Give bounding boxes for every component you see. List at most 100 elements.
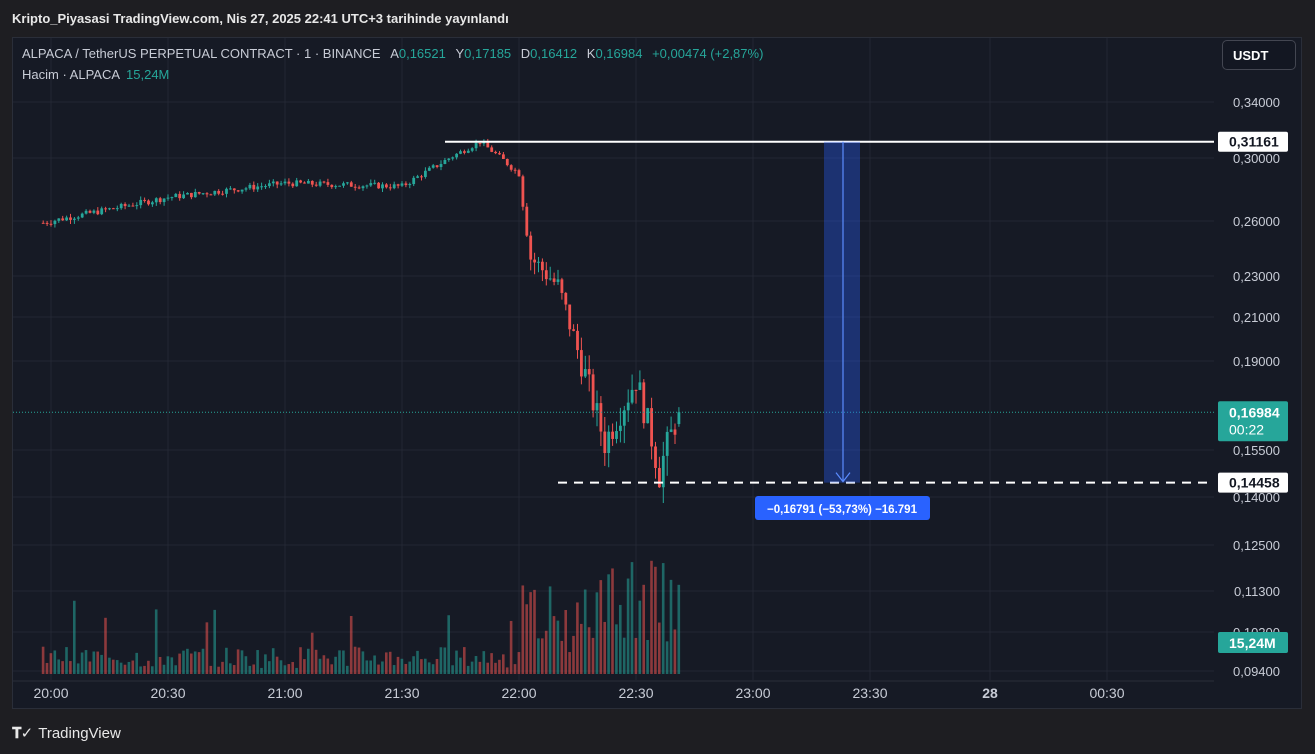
volume-bar	[556, 620, 560, 674]
volume-bar	[622, 637, 626, 674]
candle-body	[73, 218, 76, 220]
measure-label: −0,16791 (−53,73%) −16.791	[767, 504, 918, 516]
x-tick-label: 22:30	[618, 685, 653, 701]
candle-body	[580, 350, 583, 377]
candle-body	[182, 194, 185, 199]
candle-body	[334, 186, 338, 188]
candle-body	[197, 191, 201, 194]
volume-bar	[170, 657, 174, 674]
volume-bar	[291, 662, 294, 674]
candle-body	[49, 223, 53, 225]
volume-bar	[326, 658, 330, 674]
candle-body	[392, 184, 396, 189]
ohlc-legend: ALPACA / TetherUS PERPETUAL CONTRACT · 1…	[22, 46, 763, 61]
candle-body	[260, 186, 263, 188]
volume-bar	[494, 662, 497, 674]
volume-bar	[299, 647, 302, 674]
candle-body	[455, 153, 458, 158]
volume-bar	[162, 664, 166, 674]
volume-bar	[57, 659, 60, 674]
candle-body	[135, 205, 139, 207]
candle-body	[279, 183, 283, 185]
candle-body	[322, 181, 326, 183]
volume-bar	[88, 661, 92, 674]
volume-bar	[591, 637, 595, 674]
candle-body	[147, 200, 150, 205]
volume-label[interactable]: Hacim · ALPACA	[22, 67, 121, 82]
candle-body	[283, 181, 287, 184]
candle-body	[474, 142, 478, 149]
currency-button[interactable]: USDT	[1222, 40, 1296, 70]
candle-body	[330, 184, 334, 188]
candle-body	[396, 184, 400, 186]
candle-body	[459, 151, 462, 154]
x-tick-label: 21:00	[267, 685, 302, 701]
volume-bar	[84, 650, 88, 674]
candle-body	[353, 186, 357, 188]
volume-bar	[275, 656, 279, 674]
volume-bar	[661, 563, 665, 674]
volume-bar	[630, 562, 634, 674]
candle-body	[108, 208, 111, 210]
volume-bar	[396, 656, 400, 674]
volume-price-label: 15,24M	[1229, 635, 1276, 651]
volume-bar	[154, 609, 158, 674]
volume-bar	[151, 666, 154, 674]
candle-body	[92, 210, 96, 213]
x-tick-label: 28	[982, 685, 998, 701]
bottom-line-price-label: 0,14458	[1229, 475, 1280, 491]
candle-body	[521, 176, 525, 207]
volume-bar	[178, 653, 181, 674]
measure-label-box	[755, 496, 930, 520]
candle-body	[318, 181, 322, 186]
volume-bar	[260, 667, 263, 674]
volume-bar	[388, 651, 392, 674]
candle-body	[525, 206, 529, 236]
volume-bar	[654, 566, 657, 674]
volume-bar	[466, 665, 470, 674]
candle-body	[143, 199, 146, 201]
candle-body	[248, 184, 252, 189]
volume-bar	[392, 665, 396, 674]
y-tick-label: 0,19000	[1233, 354, 1280, 369]
countdown-label: 00:22	[1229, 421, 1264, 437]
y-tick-label: 0,09400	[1233, 664, 1280, 679]
volume-bar	[338, 650, 341, 674]
open-value: 0,16521	[398, 46, 446, 61]
bottom-line-price-label-box	[1218, 472, 1288, 493]
volume-bar	[537, 638, 540, 674]
candle-body	[583, 369, 587, 377]
candle-body	[69, 217, 72, 220]
candle-body	[365, 185, 369, 187]
symbol-name[interactable]: ALPACA / TetherUS PERPETUAL CONTRACT · 1…	[22, 46, 381, 61]
candle-body	[638, 382, 642, 390]
volume-bar	[112, 659, 115, 674]
candle-body	[112, 208, 115, 210]
volume-bar	[615, 624, 618, 674]
y-tick-label: 0,15500	[1233, 443, 1280, 458]
volume-bar	[342, 650, 345, 674]
candle-body	[381, 184, 384, 189]
candle-body	[349, 182, 353, 187]
candle-body	[45, 222, 49, 224]
candle-body	[361, 186, 365, 189]
candle-body	[186, 192, 189, 195]
candle-body	[470, 148, 474, 151]
candle-body	[236, 190, 240, 192]
candle-body	[388, 187, 392, 189]
volume-bar	[560, 640, 564, 674]
volume-bar	[217, 666, 220, 674]
tradingview-footer[interactable]: 𝐓✓ TradingView	[12, 724, 121, 743]
candle-body	[498, 153, 501, 155]
candle-body	[232, 188, 236, 191]
volume-bar	[619, 604, 622, 674]
candle-body	[646, 408, 650, 424]
volume-bar	[158, 656, 162, 674]
volume-bar	[634, 637, 638, 674]
volume-bar	[349, 616, 353, 674]
candle-body	[326, 182, 330, 185]
candle-body	[385, 184, 388, 188]
close-label: K	[586, 46, 596, 61]
candle-body	[217, 190, 221, 194]
